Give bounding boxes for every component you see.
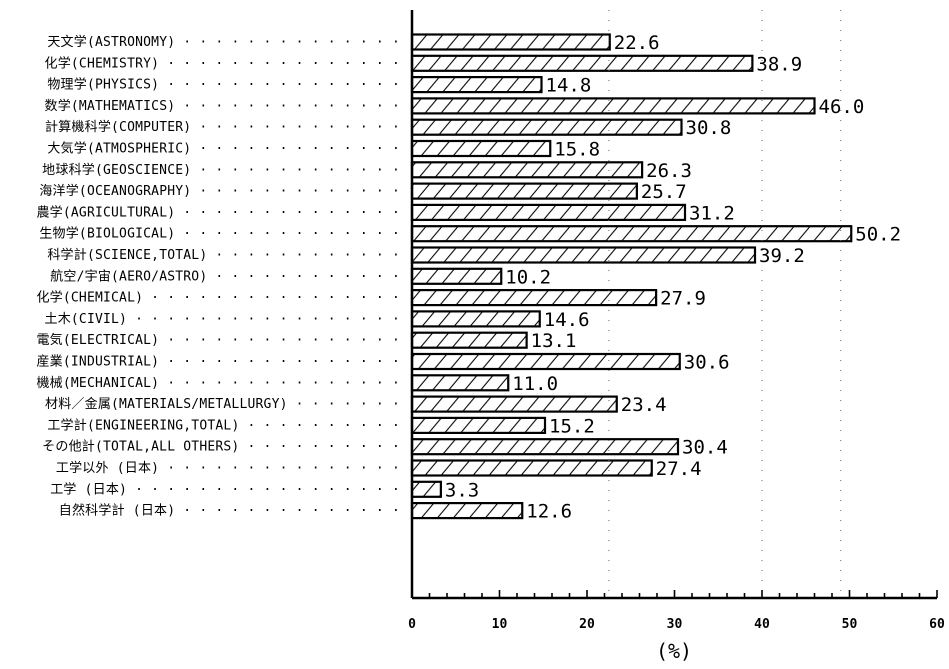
bar bbox=[410, 352, 681, 371]
bar-value-label: 30.4 bbox=[682, 437, 728, 459]
category-label: 機械(MECHANICAL) · · · · · · · · · · · · ·… bbox=[36, 376, 400, 391]
x-tick-label: 20 bbox=[579, 617, 595, 632]
bar-value-label: 50.2 bbox=[855, 224, 901, 246]
bar-value-label: 38.9 bbox=[756, 53, 802, 75]
category-label: 土木(CIVIL) · · · · · · · · · · · · · · · … bbox=[45, 312, 401, 327]
category-label: 農学(AGRICULTURAL) · · · · · · · · · · · ·… bbox=[36, 204, 400, 220]
category-label: 化学(CHEMICAL) · · · · · · · · · · · · · ·… bbox=[36, 290, 400, 306]
bar-value-label: 10.2 bbox=[505, 266, 551, 288]
category-label: 数学(MATHEMATICS) · · · · · · · · · · · · … bbox=[45, 98, 401, 114]
category-label: 航空/宇宙(AERO/ASTRO) · · · · · · · · · · · … bbox=[50, 268, 400, 284]
bar-value-label: 30.6 bbox=[684, 352, 730, 374]
bar bbox=[410, 139, 552, 158]
bar bbox=[410, 310, 541, 328]
category-label: 生物学(BIOLOGICAL) · · · · · · · · · · · · … bbox=[39, 226, 400, 242]
bar bbox=[410, 331, 528, 349]
bar-value-label: 46.0 bbox=[819, 96, 865, 118]
bar bbox=[410, 54, 754, 72]
bar-value-label: 15.8 bbox=[554, 139, 600, 161]
bar bbox=[410, 203, 687, 221]
category-label: 電気(ELECTRICAL) · · · · · · · · · · · · ·… bbox=[36, 332, 400, 348]
category-label: 材料／金属(MATERIALS/METALLURGY) · · · · · · … bbox=[45, 396, 400, 412]
category-label: 自然科学計 (日本) · · · · · · · · · · · · · · bbox=[59, 503, 400, 519]
bar-value-label: 14.8 bbox=[546, 75, 592, 97]
category-label: 工学計(ENGINEERING,TOTAL) · · · · · · · · ·… bbox=[47, 417, 400, 433]
bar bbox=[410, 246, 757, 264]
bar bbox=[410, 75, 543, 94]
x-tick-label: 60 bbox=[929, 617, 945, 632]
bar bbox=[410, 502, 524, 520]
bar bbox=[410, 33, 611, 51]
bar-value-label: 27.4 bbox=[656, 458, 702, 480]
bar bbox=[410, 459, 653, 477]
bar bbox=[410, 480, 442, 498]
bar-value-label: 25.7 bbox=[641, 181, 687, 203]
bar-value-label: 15.2 bbox=[549, 415, 595, 437]
bar-value-label: 13.1 bbox=[531, 330, 577, 352]
bar bbox=[410, 395, 618, 413]
category-label: 計算機科学(COMPUTER) · · · · · · · · · · · · … bbox=[45, 119, 400, 135]
bar-value-label: 31.2 bbox=[689, 202, 735, 224]
category-label: その他計(TOTAL,ALL OTHERS) · · · · · · · · ·… bbox=[42, 439, 400, 455]
category-label: 工学以外 (日本) · · · · · · · · · · · · · · · bbox=[56, 460, 400, 476]
category-label: 工学 (日本) · · · · · · · · · · · · · · · · … bbox=[50, 481, 400, 497]
bar-value-label: 22.6 bbox=[614, 32, 660, 54]
x-tick-label: 10 bbox=[492, 617, 508, 632]
category-label: 科学計(SCIENCE,TOTAL) · · · · · · · · · · ·… bbox=[47, 247, 400, 263]
bar bbox=[410, 374, 510, 392]
category-label: 化学(CHEMISTRY) · · · · · · · · · · · · · … bbox=[45, 55, 401, 71]
bar-value-label: 11.0 bbox=[512, 373, 558, 395]
bar bbox=[410, 161, 644, 179]
x-tick-label: 0 bbox=[408, 617, 416, 632]
x-tick-label: 40 bbox=[754, 617, 770, 632]
bar-value-label: 12.6 bbox=[526, 501, 572, 523]
bar-value-label: 26.3 bbox=[646, 160, 692, 182]
bar-value-label: 23.4 bbox=[621, 394, 667, 416]
bar bbox=[410, 225, 853, 243]
bar bbox=[410, 97, 816, 115]
bar bbox=[410, 438, 680, 456]
bar bbox=[410, 267, 503, 285]
category-label: 海洋学(OCEANOGRAPHY) · · · · · · · · · · · … bbox=[39, 183, 400, 199]
bar bbox=[410, 289, 658, 307]
category-label: 産業(INDUSTRIAL) · · · · · · · · · · · · ·… bbox=[36, 354, 400, 370]
x-axis-unit-label: (%) bbox=[656, 639, 692, 663]
category-label: 地球科学(GEOSCIENCE) · · · · · · · · · · · ·… bbox=[42, 162, 400, 178]
bar bbox=[410, 118, 683, 136]
x-tick-label: 50 bbox=[842, 617, 858, 632]
bar bbox=[410, 416, 547, 434]
bar bbox=[410, 182, 638, 200]
bar-value-label: 30.8 bbox=[686, 117, 732, 139]
category-label: 天文学(ASTRONOMY) · · · · · · · · · · · · ·… bbox=[47, 34, 400, 50]
bar-value-label: 39.2 bbox=[759, 245, 805, 267]
bar-value-label: 3.3 bbox=[445, 479, 479, 501]
bar-value-label: 14.6 bbox=[544, 309, 590, 331]
x-tick-label: 30 bbox=[667, 617, 683, 632]
category-label: 大気学(ATMOSPHERIC) · · · · · · · · · · · ·… bbox=[47, 141, 400, 157]
category-label: 物理学(PHYSICS) · · · · · · · · · · · · · ·… bbox=[47, 77, 400, 93]
bar-value-label: 27.9 bbox=[660, 288, 706, 310]
